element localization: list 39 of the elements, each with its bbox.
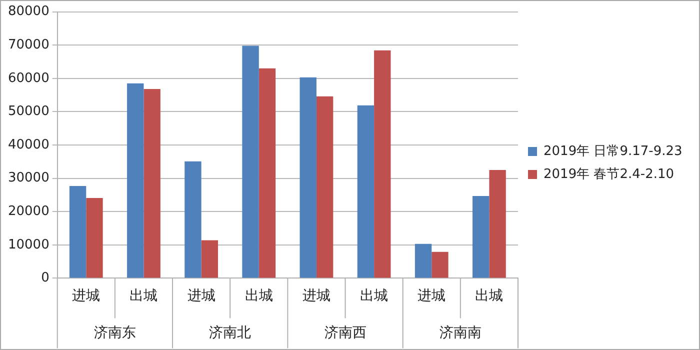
x-tick-label: 进城 xyxy=(302,288,330,304)
bar xyxy=(184,161,202,278)
x-tick-label: 出城 xyxy=(475,288,504,304)
bar xyxy=(69,186,86,278)
text: 济南东 xyxy=(94,324,136,341)
bar xyxy=(201,240,218,278)
bar xyxy=(86,198,103,278)
bar xyxy=(316,96,334,278)
y-tick-label: 30000 xyxy=(8,170,50,186)
text: 济南南 xyxy=(439,324,482,341)
y-tick-label: 10000 xyxy=(8,237,50,252)
bar xyxy=(374,50,391,278)
y-tick-label: 0 xyxy=(41,270,50,286)
y-tick-label: 50000 xyxy=(8,104,50,120)
bar xyxy=(144,89,160,278)
bar xyxy=(357,105,374,278)
bar xyxy=(300,77,316,278)
x-tick-label: 出城 xyxy=(360,288,388,304)
bar xyxy=(127,83,144,278)
x-tick-label: 出城 xyxy=(130,288,158,304)
y-tick-label: 60000 xyxy=(8,70,50,86)
y-tick-label: 40000 xyxy=(8,137,50,152)
text: 济南北 xyxy=(209,324,252,341)
y-tick-label: 70000 xyxy=(8,37,50,52)
x-tick-label: 进城 xyxy=(418,288,446,304)
bar xyxy=(489,170,506,278)
legend-label: 2019年 春节2.4-2.10 xyxy=(544,166,674,182)
bar xyxy=(472,196,490,278)
x-tick-label: 进城 xyxy=(72,288,100,304)
bar xyxy=(414,244,432,278)
y-tick-label: 80000 xyxy=(8,4,50,20)
x-tick-label: 进城 xyxy=(187,288,216,304)
y-tick-label: 20000 xyxy=(8,204,50,219)
bar xyxy=(242,46,259,278)
bar xyxy=(432,252,448,278)
bar xyxy=(258,68,276,278)
text: 济南西 xyxy=(324,324,366,341)
x-tick-label: 出城 xyxy=(244,288,273,304)
legend-label: 2019年 日常9.17-9.23 xyxy=(544,144,682,159)
